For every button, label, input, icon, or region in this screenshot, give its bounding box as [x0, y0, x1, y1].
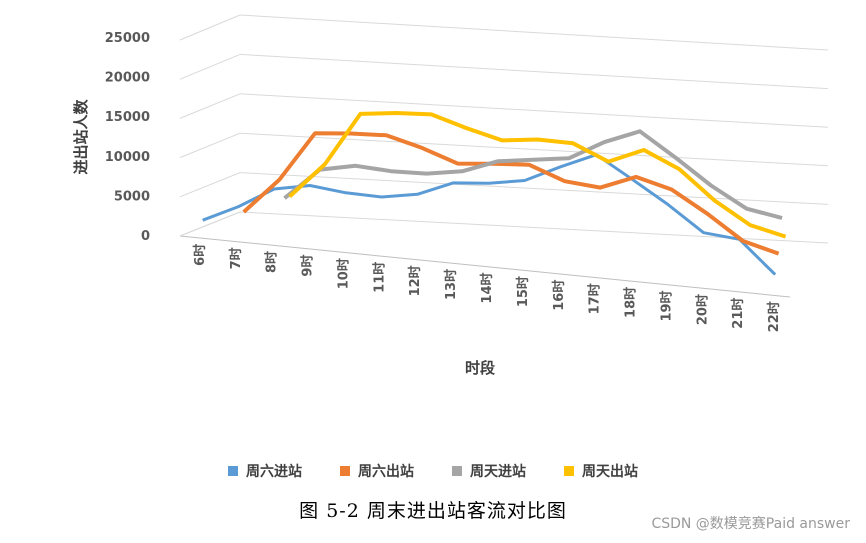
x-tick-label: 14时 [479, 273, 495, 304]
x-tick-label: 8时 [264, 251, 280, 273]
x-tick-label: 15时 [515, 276, 531, 307]
legend-label: 周六进站 [246, 464, 302, 480]
y-tick-label: 0 [141, 229, 150, 244]
x-axis-title: 时段 [465, 359, 495, 377]
legend-swatch [452, 466, 462, 476]
legend-swatch [340, 466, 350, 476]
y-tick-label: 5000 [114, 189, 150, 204]
floor-edge [179, 211, 241, 237]
x-tick-labels: 6时 7时 8时 9时 10时 11时 12时 13时 14时 15时 16时 17时 18时 19时 20… [192, 244, 782, 333]
x-tick-label: 18时 [623, 287, 639, 318]
x-tick-label: 9时 [300, 255, 316, 277]
gridline [239, 93, 829, 128]
y-tick-label: 10000 [105, 150, 150, 165]
y-tick-label: 15000 [105, 110, 150, 125]
series-lines [202, 111, 787, 276]
legend-item: 周天出站 [564, 461, 638, 481]
legend-item: 周六出站 [340, 461, 414, 481]
legend-label: 周天出站 [582, 464, 638, 480]
gridline [239, 132, 829, 167]
legend: 周六进站 周六出站 周天进站 周天出站 [0, 461, 866, 481]
legend-swatch [228, 466, 238, 476]
x-axis [179, 211, 791, 298]
chart-area: 0 5000 10000 15000 20000 25000 6时 7时 8时 9时 10时 11时… [72, 14, 829, 377]
legend-item: 周天进站 [452, 461, 526, 481]
x-tick-label: 13时 [443, 269, 459, 300]
x-tick-label: 17时 [587, 283, 603, 314]
legend-label: 周六出站 [358, 464, 414, 480]
x-tick-label: 21时 [730, 298, 746, 329]
watermark: CSDN @数模竞赛Paid answer [651, 516, 850, 532]
x-tick-label: 7时 [228, 247, 244, 269]
y-axis-title: 进出站人数 [72, 99, 90, 175]
x-tick-label: 11时 [371, 262, 387, 293]
x-tick-label: 22时 [766, 301, 782, 332]
legend-swatch [564, 466, 574, 476]
legend-label: 周天进站 [470, 464, 526, 480]
gridline-side [179, 53, 241, 80]
gridline-side [179, 93, 241, 119]
gridline [239, 53, 829, 90]
y-tick-label: 25000 [105, 31, 150, 46]
gridline [239, 14, 829, 51]
gridline-side [179, 172, 241, 198]
x-tick-label: 6时 [192, 244, 208, 266]
gridline-side [179, 132, 241, 159]
series-line-3 [283, 129, 783, 220]
x-tick-label: 10时 [335, 258, 351, 289]
series-line-4 [288, 111, 787, 239]
x-tick-label: 16时 [551, 280, 567, 311]
legend-item: 周六进站 [228, 461, 302, 481]
gridline-side [179, 14, 241, 41]
gridlines [179, 14, 829, 244]
x-tick-label: 12时 [407, 265, 423, 296]
y-tick-label: 20000 [105, 71, 150, 86]
x-axis-line [179, 235, 791, 298]
x-tick-label: 20时 [694, 294, 710, 325]
y-tick-labels: 0 5000 10000 15000 20000 25000 [105, 31, 150, 244]
figure-caption: 图 5-2 周末进出站客流对比图 [299, 500, 567, 522]
x-tick-label: 19时 [658, 290, 674, 321]
series-line-2 [242, 131, 780, 256]
